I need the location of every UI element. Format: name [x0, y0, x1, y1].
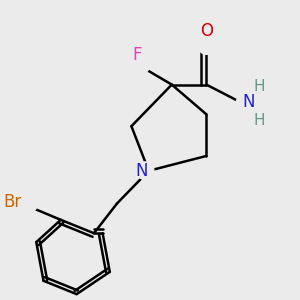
Text: Br: Br	[4, 193, 22, 211]
Text: O: O	[200, 22, 213, 40]
Text: N: N	[135, 162, 148, 180]
Circle shape	[136, 162, 154, 180]
Circle shape	[198, 38, 214, 54]
Text: H: H	[254, 79, 266, 94]
Text: N: N	[242, 93, 255, 111]
Text: F: F	[132, 46, 142, 64]
Circle shape	[236, 94, 253, 111]
Text: H: H	[254, 113, 266, 128]
Circle shape	[16, 191, 38, 213]
Circle shape	[134, 57, 150, 74]
